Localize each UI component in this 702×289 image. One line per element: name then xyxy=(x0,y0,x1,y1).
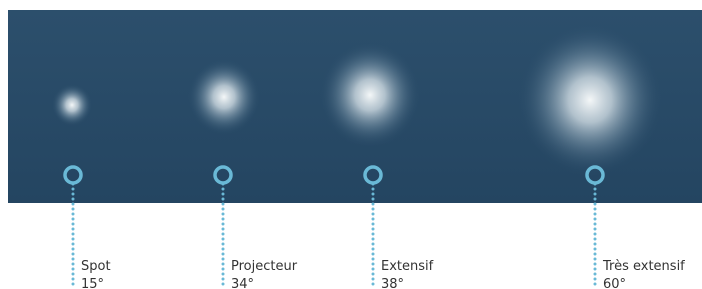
item-label: Très extensif xyxy=(602,259,685,274)
item-label: Spot xyxy=(81,259,111,274)
light-glow xyxy=(518,24,662,175)
item-angle: 38° xyxy=(381,277,404,289)
item-label: Extensif xyxy=(381,259,434,274)
light-glow xyxy=(320,43,420,148)
beam-angle-diagram: Spot 15° Projecteur 34° Extensif 38° Très exte… xyxy=(0,0,702,289)
item-angle: 15° xyxy=(81,277,104,289)
item-angle: 34° xyxy=(231,277,254,289)
item-label: Projecteur xyxy=(231,259,298,274)
light-glow xyxy=(52,84,92,126)
light-glow xyxy=(188,59,260,135)
item-angle: 60° xyxy=(603,277,626,289)
